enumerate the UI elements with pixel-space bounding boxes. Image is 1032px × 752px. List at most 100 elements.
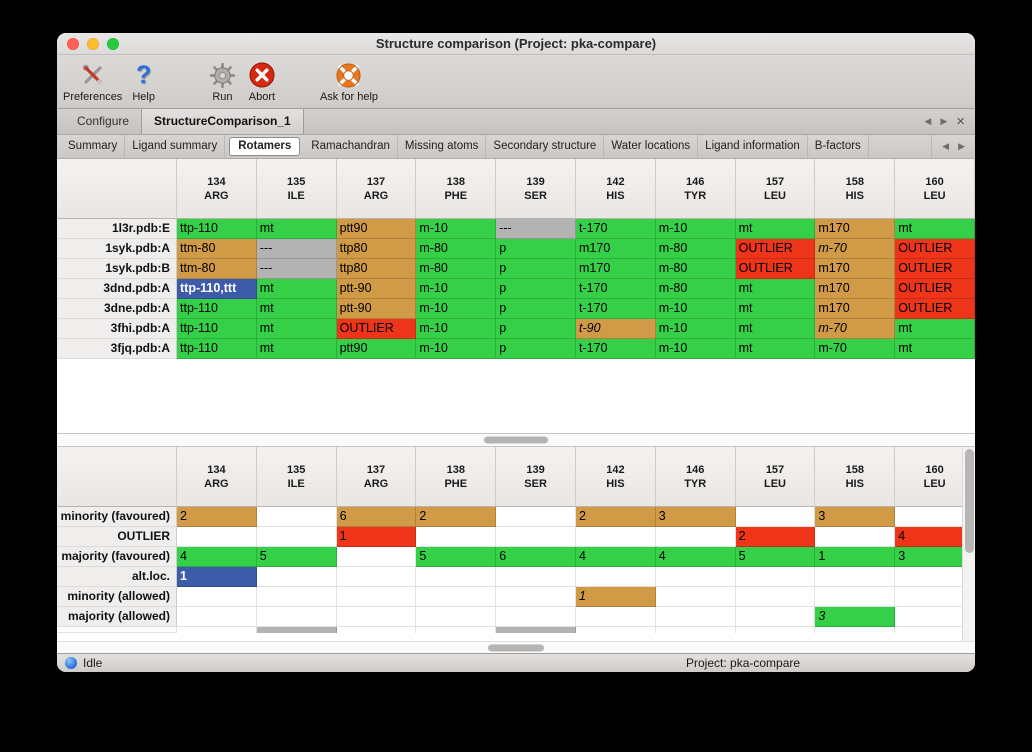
rotamer-cell[interactable]: mt (735, 339, 816, 359)
column-header-160[interactable]: 160 LEU (895, 447, 975, 507)
rotamer-cell[interactable]: m-10 (655, 339, 736, 359)
stat-cell[interactable]: 1 (576, 587, 656, 607)
stat-cell[interactable] (576, 527, 656, 547)
rotamer-cell[interactable]: p (496, 279, 576, 299)
structure-row-label[interactable]: 3fhi.pdb:A (57, 319, 177, 339)
rotamer-cell[interactable]: m170 (815, 259, 896, 279)
structure-row-label[interactable]: 1l3r.pdb:E (57, 219, 177, 239)
vertical-scrollbar[interactable] (962, 447, 975, 641)
run-button[interactable]: Run (209, 60, 236, 103)
stat-cell[interactable]: 1 (177, 567, 257, 587)
rotamer-cell[interactable]: ttp-110 (177, 319, 257, 339)
subtab-summary[interactable]: Summary (61, 135, 126, 158)
stat-cell[interactable]: 1 (336, 527, 417, 547)
stat-cell[interactable]: 2 (735, 527, 816, 547)
column-header-142[interactable]: 142 HIS (576, 447, 656, 507)
tab-structurecomparison-1[interactable]: StructureComparison_1 (141, 109, 304, 134)
rotamer-cell[interactable]: OUTLIER (895, 279, 975, 299)
rotamer-cell[interactable]: m-80 (655, 239, 736, 259)
structure-row-label[interactable]: 3dne.pdb:A (57, 299, 177, 319)
stat-cell[interactable]: 6 (336, 507, 417, 527)
column-header-134[interactable]: 134 ARG (177, 159, 257, 219)
stat-cell[interactable] (655, 587, 736, 607)
stat-cell[interactable] (177, 527, 257, 547)
help-button[interactable]: ? Help (132, 60, 155, 103)
rotamer-cell[interactable]: m170 (815, 219, 896, 239)
minimize-window-button[interactable] (87, 38, 99, 50)
stat-cell[interactable] (735, 507, 816, 527)
rotamer-cell[interactable]: ttm-80 (177, 239, 257, 259)
stat-cell[interactable]: 2 (576, 507, 656, 527)
splitter-handle[interactable] (484, 436, 548, 444)
rotamer-cell[interactable]: m-70 (815, 319, 896, 339)
stat-cell[interactable] (496, 587, 576, 607)
rotamer-cell[interactable]: ptt-90 (336, 299, 417, 319)
rotamer-cell[interactable]: ttp-110 (177, 299, 257, 319)
close-window-button[interactable] (67, 38, 79, 50)
stat-cell[interactable]: 3 (815, 607, 896, 627)
stat-row-label[interactable]: minority (favoured) (57, 507, 177, 527)
column-header-134[interactable]: 134 ARG (177, 447, 257, 507)
stat-cell[interactable]: 5 (256, 547, 337, 567)
stat-cell[interactable] (815, 527, 896, 547)
rotamer-cell[interactable]: mt (735, 299, 816, 319)
stat-cell[interactable]: 1 (815, 547, 896, 567)
stat-cell[interactable] (416, 607, 497, 627)
stat-cell[interactable] (655, 567, 736, 587)
subtab-ligand-summary[interactable]: Ligand summary (125, 135, 226, 158)
column-header-157[interactable]: 157 LEU (735, 159, 816, 219)
tab-configure[interactable]: Configure (77, 114, 130, 128)
tab-next-icon[interactable]: ▶ (940, 116, 948, 126)
stat-cell[interactable]: 4 (177, 547, 257, 567)
vertical-scrollbar-thumb[interactable] (965, 449, 974, 553)
rotamer-cell[interactable]: p (496, 339, 576, 359)
column-header-157[interactable]: 157 LEU (735, 447, 816, 507)
column-header-160[interactable]: 160 LEU (895, 159, 975, 219)
rotamer-cell[interactable]: p (496, 319, 576, 339)
column-header-138[interactable]: 138 PHE (416, 159, 497, 219)
stat-cell[interactable] (256, 567, 337, 587)
ask-for-help-button[interactable]: Ask for help (320, 60, 378, 103)
stat-cell[interactable]: 5 (416, 547, 497, 567)
stat-cell[interactable]: 5 (735, 547, 816, 567)
rotamer-cell[interactable]: ttm-80 (177, 259, 257, 279)
stat-cell[interactable] (496, 507, 576, 527)
stat-cell[interactable] (815, 587, 896, 607)
rotamer-cell[interactable]: mt (256, 219, 337, 239)
stat-cell[interactable]: 4 (576, 547, 656, 567)
stat-cell[interactable] (256, 587, 337, 607)
stat-cell[interactable]: 3 (655, 507, 736, 527)
column-header-139[interactable]: 139 SER (496, 159, 576, 219)
stat-cell[interactable] (496, 527, 576, 547)
rotamer-cell[interactable]: --- (256, 259, 337, 279)
stat-row-label[interactable]: OUTLIER (57, 527, 177, 547)
preferences-button[interactable]: Preferences (63, 60, 122, 103)
rotamer-cell[interactable]: ptt90 (336, 339, 417, 359)
subtab-water-locations[interactable]: Water locations (604, 135, 699, 158)
rotamer-cell[interactable]: ptt90 (336, 219, 417, 239)
titlebar[interactable]: Structure comparison (Project: pka-compa… (57, 33, 975, 55)
column-header-137[interactable]: 137 ARG (336, 447, 417, 507)
tab-close-icon[interactable]: × (956, 113, 965, 130)
column-header-146[interactable]: 146 TYR (655, 447, 736, 507)
rotamer-cell[interactable]: ptt-90 (336, 279, 417, 299)
rotamer-cell[interactable]: m-10 (655, 299, 736, 319)
rotamer-cell[interactable]: mt (256, 279, 337, 299)
rotamer-cell[interactable]: t-170 (576, 339, 656, 359)
rotamer-cell[interactable]: m-10 (416, 299, 497, 319)
stat-cell[interactable] (416, 567, 497, 587)
stat-cell[interactable]: 3 (815, 507, 896, 527)
stat-cell[interactable] (576, 567, 656, 587)
column-header-138[interactable]: 138 PHE (416, 447, 497, 507)
subtab-rotamers[interactable]: Rotamers (229, 137, 301, 156)
rotamer-cell[interactable]: mt (735, 319, 816, 339)
rotamer-cell[interactable]: ttp80 (336, 259, 417, 279)
rotamer-cell[interactable]: --- (496, 219, 576, 239)
subtab-secondary-structure[interactable]: Secondary structure (486, 135, 605, 158)
rotamer-cell[interactable]: m-10 (416, 319, 497, 339)
rotamer-cell[interactable]: m-70 (815, 239, 896, 259)
pane-splitter[interactable] (57, 433, 975, 447)
rotamer-cell[interactable]: m170 (576, 239, 656, 259)
rotamer-cell[interactable]: mt (735, 279, 816, 299)
horizontal-scrollbar[interactable] (57, 641, 975, 653)
